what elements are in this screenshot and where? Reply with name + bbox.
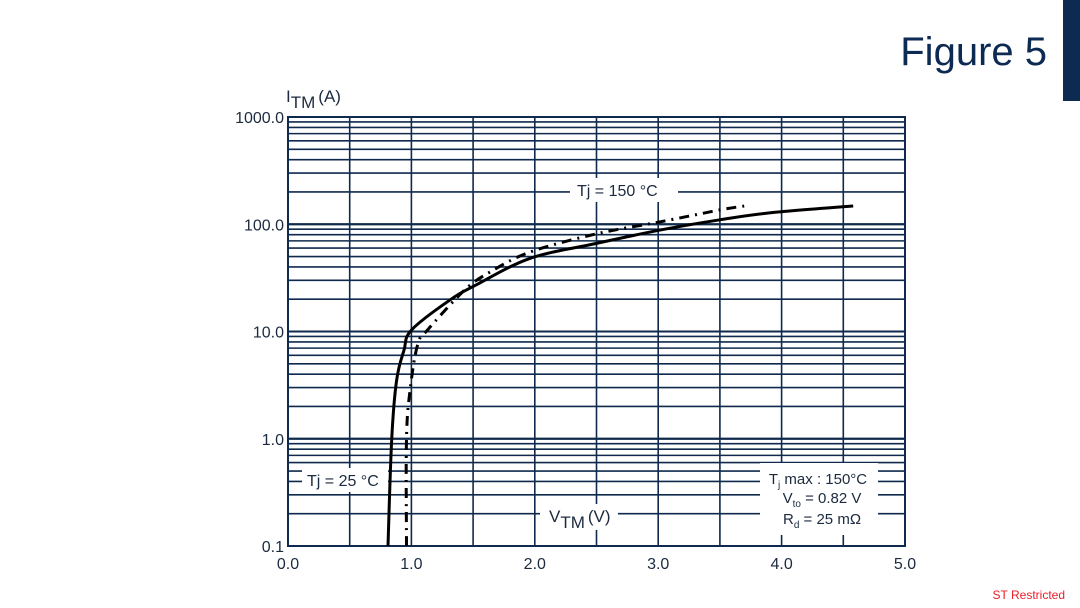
y-tick-label: 1.0 [262,432,284,449]
series-label-150c: Tj = 150 °C [577,183,658,200]
series-label-25c: Tj = 25 °C [307,473,379,490]
chart-labels: 0.0 1.0 2.0 3.0 4.0 5.0 0.1 1.0 10.0 100.0 1000.0 [235,110,916,573]
y-tick-label: 10.0 [253,325,284,342]
y-tick-label: 0.1 [262,539,284,556]
classification-label: ST Restricted [992,588,1065,602]
plot-frame [287,116,906,547]
param-tj-max: Tj max : 150°C [769,471,867,491]
curve-tj-25-c [386,204,854,547]
mask-xlabel [540,504,618,530]
y-axis-title: ITM (A) [286,87,341,112]
param-rd: Rd = 25 mΩ [783,511,861,531]
param-vto: Vto = 0.82 V [783,490,862,510]
x-tick-label: 2.0 [524,556,546,573]
chart-curves [386,204,854,547]
x-tick-label: 0.0 [277,556,299,573]
figure-title: Figure 5 [900,30,1047,74]
x-axis-title: VTM (V) [549,507,611,532]
accent-bar [1063,0,1080,101]
y-tick-label: 100.0 [244,217,284,234]
x-tick-label: 5.0 [894,556,916,573]
mask-params [760,463,878,535]
mask-150c [570,178,678,202]
label-masks [302,178,878,535]
x-tick-label: 1.0 [400,556,422,573]
parameter-box: Tj max : 150°C Vto = 0.82 V Rd = 25 mΩ [769,471,867,531]
curve-tj-150-c [404,204,745,547]
x-tick-label: 3.0 [647,556,669,573]
y-tick-label: 1000.0 [235,110,284,127]
mask-25c [302,468,388,492]
x-tick-label: 4.0 [770,556,792,573]
